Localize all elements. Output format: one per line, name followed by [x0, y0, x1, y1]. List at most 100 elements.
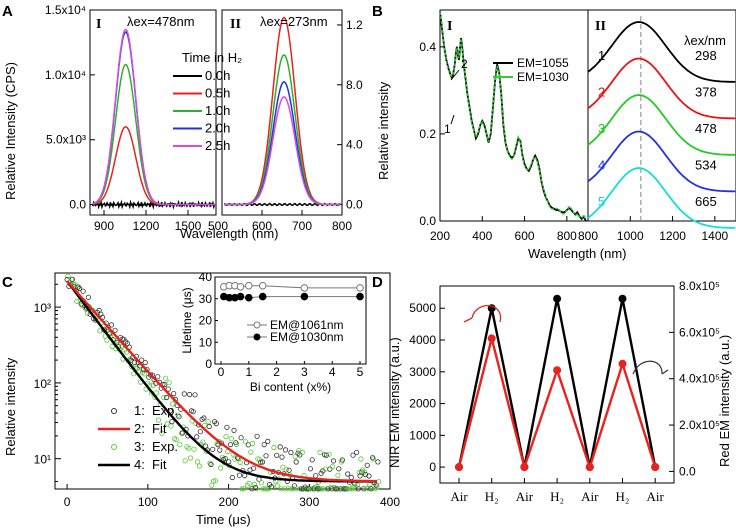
panel-a-roman-1: I	[96, 17, 101, 32]
panel-b-annotation-1: 1	[444, 122, 451, 136]
panel-d-ytick-label: 0	[429, 460, 436, 474]
panel-c-point-series3	[127, 356, 133, 362]
panel-a-legend-label: 2.0h	[205, 121, 230, 136]
panel-c-point-series1	[80, 288, 86, 294]
panel-c-point-series1	[288, 449, 294, 456]
panel-c-point-series3	[250, 440, 256, 447]
panel-c-point-series1	[231, 427, 237, 433]
panel-d-point-Red	[585, 463, 594, 472]
panel-b-legend-label: EM=1030	[517, 70, 569, 84]
panel-b-sub1-series-EM=1030	[439, 11, 587, 221]
panel-c-point-series1	[190, 409, 196, 415]
panel-c-point-series3	[367, 481, 373, 488]
panel-c-point-series1	[222, 455, 228, 462]
panel-c-point-series3	[163, 375, 169, 381]
panel-c-point-series3	[241, 486, 247, 492]
panel-c-legend-num: 3:	[134, 439, 145, 454]
panel-c-point-series3	[223, 433, 229, 440]
panel-c-point-series1	[245, 442, 251, 448]
panel-c-xtick-label: 0	[64, 495, 71, 509]
panel-c-point-series3	[196, 463, 202, 469]
panel-a-sub2-ytick-label: 1.2	[346, 18, 363, 32]
panel-c-inset-xtick-label: 2	[273, 365, 280, 379]
panel-c-point-series3	[216, 438, 222, 445]
panel-b-sub1-xtick-label: 400	[472, 229, 492, 243]
panel-c-point-series3	[289, 486, 295, 492]
panel-c-point-series1	[313, 473, 319, 479]
panel-c-point-series1	[181, 391, 187, 397]
panel-c-inset-legend-marker	[253, 333, 261, 341]
panel-c-point-series3	[329, 463, 336, 470]
panel-c-point-series1	[139, 357, 145, 363]
panel-d-point-Red	[553, 366, 562, 375]
panel-a-lambda-2: λex=273nm	[260, 14, 328, 29]
panel-c-point-series3	[246, 480, 252, 486]
panel-b-sub2-curve-2	[587, 57, 736, 120]
panel-d-y2tick-label: 4.0x10⁵	[679, 372, 720, 386]
panel-c-point-series3	[168, 423, 174, 429]
panel-c-point-series3	[170, 401, 176, 407]
panel-c-point-series3	[283, 467, 289, 473]
panel-c-point-series1	[233, 440, 239, 446]
panel-c-point-series1	[286, 467, 292, 473]
panel-d-y2tick-label: 0.0	[679, 464, 696, 478]
panel-d-xtick-label: Air	[516, 489, 534, 504]
panel-c-point-series3	[281, 486, 288, 492]
panel-c-point-series1	[162, 381, 168, 388]
panel-a-sub2-ytick-label: 4.0	[346, 138, 363, 152]
panel-c-point-series1	[105, 324, 111, 330]
panel-c-point-series3	[328, 484, 334, 490]
panel-c-inset-point	[300, 292, 309, 301]
panel-c-point-series1	[192, 392, 198, 398]
panel-c-point-series3	[280, 464, 286, 470]
panel-c-point-series1	[76, 285, 83, 292]
panel-c-ytick-label: 10¹	[34, 453, 51, 467]
panel-c-xlabel: Time (μs)	[196, 512, 251, 527]
panel-c-ytick-label: 10³	[34, 301, 51, 315]
panel-b-sub1-ytick-label: 0.4	[419, 40, 436, 54]
panel-c-point-series3	[361, 469, 368, 475]
panel-c-legend-marker	[111, 408, 117, 414]
panel-b-sub1-xtick-label: 600	[515, 229, 535, 243]
panel-c-point-series3	[274, 483, 281, 489]
panel-c-point-series3	[200, 439, 206, 445]
panel-c-point-series1	[251, 465, 257, 471]
panel-c-inset-xtick-label: 1	[245, 365, 252, 379]
panel-c-inset-point	[300, 284, 309, 292]
panel-c-point-series1	[132, 359, 138, 365]
panel-c-inset-ytick-label: 30	[199, 292, 213, 306]
panel-c-point-series1	[327, 466, 333, 472]
panel-c-point-series3	[345, 486, 352, 492]
panel-c-point-series3	[248, 449, 254, 455]
panel-b-sub2-xtick-label: 1200	[659, 229, 686, 243]
panel-c-point-series3	[212, 478, 218, 484]
panel-c-point-series1	[364, 462, 370, 468]
panel-c-legend-marker	[111, 444, 117, 450]
panel-b-sub2-ex-value: 534	[695, 158, 717, 173]
panel-c-point-series3	[166, 380, 172, 386]
panel-b-lambda-header: λex/nm	[684, 33, 726, 48]
panel-c-point-series3	[218, 465, 224, 471]
panel-c-point-series1	[226, 459, 232, 465]
panel-c-point-series1	[194, 434, 200, 440]
panel-c-point-series1	[197, 429, 203, 435]
panel-label-b: B	[372, 3, 383, 20]
panel-b-sub1-ytick-label: 0.0	[419, 214, 436, 228]
panel-b-xlabel: Wavelength (nm)	[528, 246, 627, 261]
panel-c-frame	[54, 272, 391, 490]
panel-c-xtick-label: 400	[380, 495, 400, 509]
panel-c-point-series1	[325, 486, 331, 492]
panel-c-point-series1	[236, 472, 242, 478]
panel-a-sub2-xtick-label: 800	[332, 219, 352, 233]
panel-a-sub2-series-2.0h	[224, 80, 341, 206]
panel-c-point-series3	[271, 444, 277, 451]
panel-c-point-series3	[242, 439, 249, 445]
panel-a-xlabel: Wavelength (nm)	[180, 226, 279, 241]
panel-c-point-series3	[251, 481, 257, 487]
panel-b-sub2-xtick-label: 800	[578, 229, 598, 243]
panel-a-legend-label: 1.0h	[205, 103, 230, 118]
panel-c-inset-point	[236, 292, 245, 301]
panel-c-point-series1	[375, 459, 381, 465]
panel-c-inset-legend-marker	[253, 321, 261, 329]
